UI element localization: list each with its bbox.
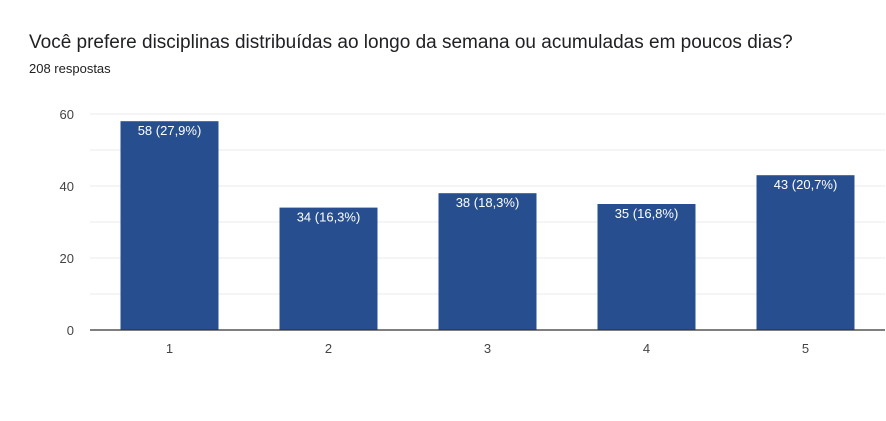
- data-labels: 58 (27,9%) 34 (16,3%) 38 (18,3%) 35 (16,8%)…: [138, 123, 838, 224]
- x-tick-label: 5: [802, 341, 809, 356]
- bars: [120, 121, 855, 330]
- tick-labels: 0 20 40 60 1 2 3 4 5: [60, 107, 885, 356]
- bar-data-label: 58 (27,9%): [138, 123, 202, 138]
- x-tick-label: 2: [325, 341, 332, 356]
- bar: [120, 121, 219, 330]
- x-tick-label: 1: [166, 341, 173, 356]
- y-tick-label: 20: [60, 251, 74, 266]
- bar: [756, 175, 855, 330]
- bar: [279, 207, 378, 330]
- bar: [438, 193, 537, 330]
- x-tick-label: 4: [643, 341, 650, 356]
- bar-data-label: 35 (16,8%): [615, 206, 679, 221]
- chart-title: Você prefere disciplinas distribuídas ao…: [29, 32, 793, 53]
- y-tick-label: 0: [67, 323, 74, 338]
- bar-data-label: 34 (16,3%): [297, 210, 361, 225]
- bar-data-label: 38 (18,3%): [456, 195, 520, 210]
- bar-data-label: 43 (20,7%): [774, 177, 838, 192]
- y-tick-label: 60: [60, 107, 74, 122]
- x-tick-label: 3: [484, 341, 491, 356]
- bar: [597, 204, 696, 330]
- response-count: 208 respostas: [29, 61, 111, 76]
- y-tick-label: 40: [60, 179, 74, 194]
